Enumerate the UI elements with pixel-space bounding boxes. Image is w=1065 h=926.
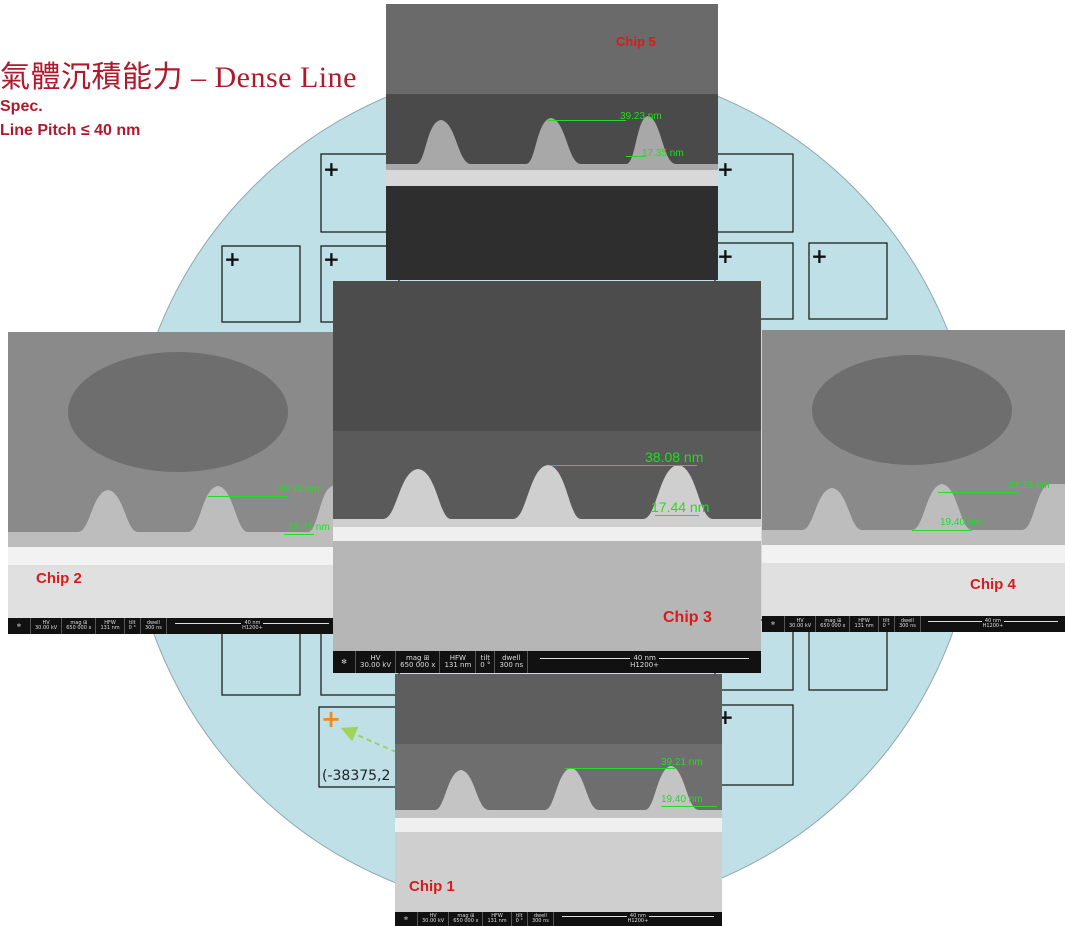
plus-marker: + bbox=[323, 247, 340, 271]
chip-label: Chip 5 bbox=[616, 34, 656, 49]
pitch-line bbox=[548, 120, 626, 121]
height-measurement: 18.21 nm bbox=[288, 522, 330, 533]
sem-info-bar: ✻ HV 30.00 kV mag ⊞ 650 000 x HFW 131 nm ti… bbox=[333, 651, 761, 673]
chip-label: Chip 2 bbox=[36, 570, 82, 587]
pitch-measurement: 39.23 nm bbox=[620, 111, 662, 122]
height-line bbox=[626, 156, 646, 157]
height-line bbox=[661, 806, 717, 807]
pitch-line bbox=[551, 465, 697, 466]
sem-image-chip1: 39.21 nm 19.40 nm Chip 1 ✻ HV 30.00 kV ma… bbox=[395, 674, 722, 926]
height-measurement: 19.40 nm bbox=[661, 794, 703, 805]
plus-marker: + bbox=[224, 247, 241, 271]
plus-marker: + bbox=[717, 244, 734, 268]
plus-marker: + bbox=[811, 244, 828, 268]
pitch-line bbox=[565, 768, 675, 769]
sem-image-chip3: 38.08 nm 17.44 nm Chip 3 ✻ HV 30.00 kV ma… bbox=[333, 281, 761, 673]
fei-logo-icon: ✻ bbox=[8, 618, 31, 634]
sem-info-bar: ✻ HV 30.00 kV mag ⊞ 650 000 x HFW 131 nm ti… bbox=[8, 618, 338, 634]
sem-image-chip5: 39.23 nm 17.35 nm Chip 5 bbox=[386, 4, 718, 280]
chip-label: Chip 4 bbox=[970, 576, 1016, 593]
sem-info-bar: ✻ HV 30.00 kV mag ⊞ 650 000 x HFW 131 nm ti… bbox=[395, 912, 722, 926]
fei-logo-icon: ✻ bbox=[395, 912, 418, 926]
pitch-measurement: 39.23 nm bbox=[278, 484, 320, 495]
coordinate-label: (-38375,2 bbox=[322, 768, 391, 784]
orange-plus-marker: + bbox=[321, 705, 341, 733]
pitch-line bbox=[938, 492, 1018, 493]
chip-label: Chip 1 bbox=[409, 878, 455, 895]
sem-info-bar: ✻ HV 30.00 kV mag ⊞ 650 000 x HFW 131 nm ti… bbox=[762, 616, 1065, 632]
pitch-measurement: 39.21 nm bbox=[661, 757, 703, 768]
height-measurement: 17.35 nm bbox=[642, 148, 684, 159]
height-line bbox=[284, 534, 314, 535]
height-measurement: 19.40 nm bbox=[940, 517, 982, 528]
spec-heading: Spec. bbox=[0, 98, 43, 115]
height-line bbox=[912, 530, 972, 531]
pitch-measurement: 38.08 nm bbox=[645, 449, 704, 465]
page-title: 氣體沉積能力 – Dense Line bbox=[0, 61, 357, 94]
plus-marker: + bbox=[717, 157, 734, 181]
chip-label: Chip 3 bbox=[663, 609, 712, 626]
spec-value: Line Pitch ≤ 40 nm bbox=[0, 122, 141, 139]
fei-logo-icon: ✻ bbox=[762, 616, 785, 632]
pitch-line bbox=[208, 496, 288, 497]
sem-image-chip4: 39.23 nm 19.40 nm Chip 4 ✻ HV 30.00 kV ma… bbox=[762, 330, 1065, 632]
height-measurement: 17.44 nm bbox=[651, 499, 710, 515]
height-line bbox=[655, 515, 699, 516]
pitch-measurement: 39.23 nm bbox=[1008, 480, 1050, 491]
fei-logo-icon: ✻ bbox=[333, 651, 356, 673]
plus-marker: + bbox=[323, 157, 340, 181]
sem-image-chip2: 39.23 nm 18.21 nm Chip 2 ✻ HV 30.00 kV ma… bbox=[8, 332, 338, 634]
